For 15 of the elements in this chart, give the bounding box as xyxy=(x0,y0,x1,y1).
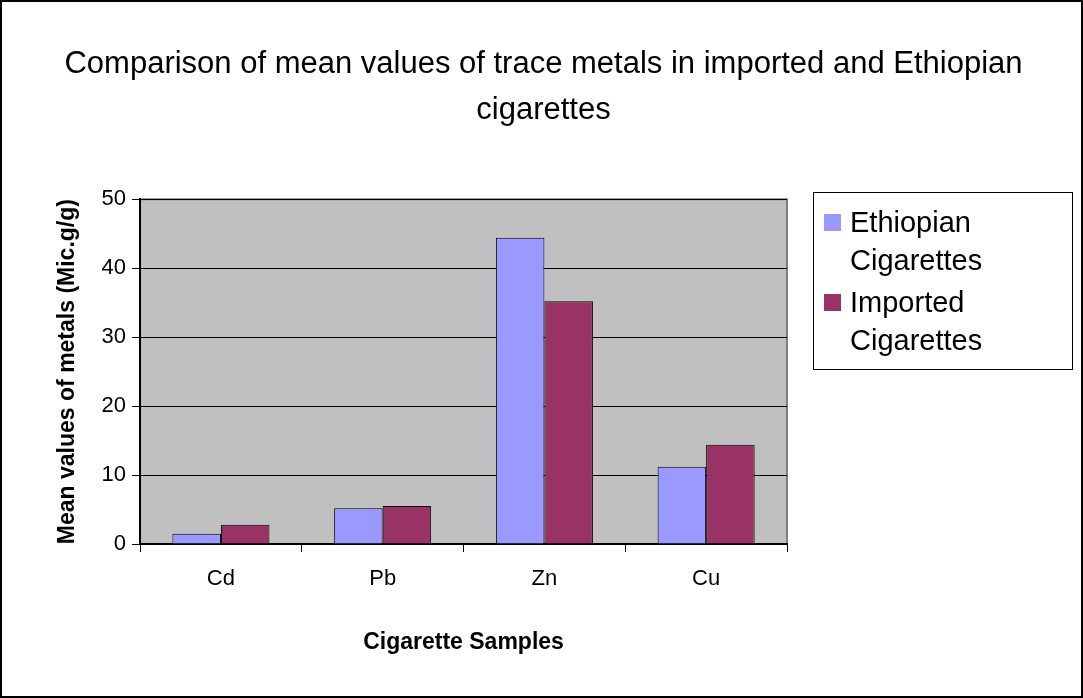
x-tick-label: Zn xyxy=(531,565,558,591)
legend-label: Imported Cigarettes xyxy=(850,285,984,358)
y-tick-label: 20 xyxy=(101,392,127,418)
y-tick-label: 0 xyxy=(113,530,127,556)
legend-label: Ethiopian Cigarettes xyxy=(850,205,984,278)
y-axis-title: Mean values of metals (Mic.g/g) xyxy=(53,199,80,545)
x-tick-label: Pb xyxy=(369,565,397,591)
chart-title: Comparison of mean values of trace metals in imported and Ethiopian cigarettes xyxy=(63,44,1024,128)
y-tick-label: 40 xyxy=(101,254,127,280)
x-axis-title: Cigarette Samples xyxy=(363,627,564,654)
x-tick-label: Cd xyxy=(206,565,235,591)
y-tick-label: 50 xyxy=(101,185,127,211)
y-tick-label: 10 xyxy=(101,461,127,487)
x-tick-label: Cu xyxy=(692,565,721,591)
y-tick-label: 30 xyxy=(101,323,127,349)
